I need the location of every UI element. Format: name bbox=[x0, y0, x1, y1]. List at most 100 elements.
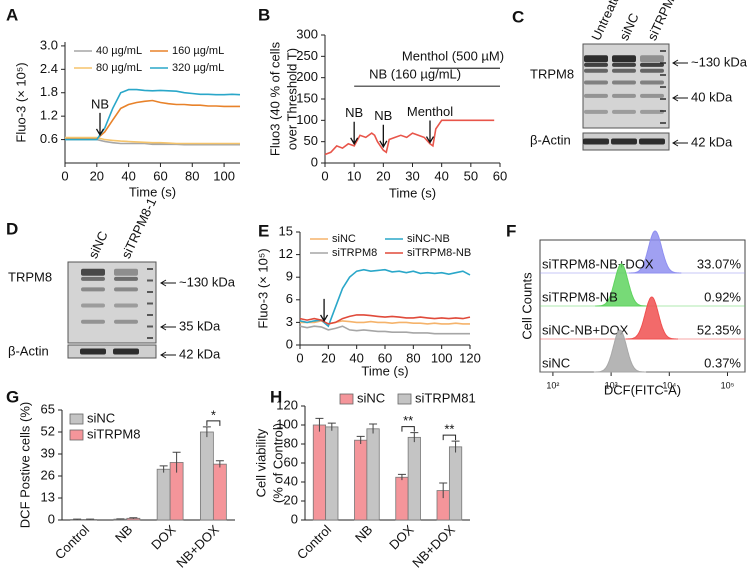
marker-label: ~130 kDa bbox=[179, 274, 236, 289]
error-bar bbox=[129, 517, 138, 519]
x-tick-label: 0 bbox=[61, 168, 68, 183]
y-tick-label: 40 bbox=[284, 473, 298, 488]
legend-label: siNC bbox=[332, 233, 356, 245]
error-bar bbox=[215, 460, 224, 468]
ladder-band bbox=[147, 268, 153, 270]
blot-band bbox=[640, 80, 664, 85]
x-tick-label: 100 bbox=[431, 350, 453, 365]
ladder-band bbox=[147, 325, 153, 328]
row-value: 0.37% bbox=[704, 355, 741, 370]
y-tick-label: 200 bbox=[296, 69, 318, 84]
marker-label: ~130 kDa bbox=[691, 54, 748, 69]
ladder-band bbox=[147, 337, 153, 339]
blot-band bbox=[584, 109, 608, 114]
blot-band bbox=[612, 93, 636, 98]
x-tick-label: 80 bbox=[406, 350, 420, 365]
x-tick-label: 40 bbox=[349, 350, 363, 365]
y-axis-label: over Threshold T) bbox=[284, 48, 299, 150]
ladder-band bbox=[147, 314, 153, 316]
panel-label: F bbox=[506, 221, 516, 240]
x-axis-label: Time (s) bbox=[389, 185, 436, 200]
x-tick-label: 40 bbox=[434, 168, 448, 183]
legend-swatch bbox=[69, 429, 84, 441]
y-tick-label: 0 bbox=[286, 336, 293, 351]
y-axis-label: Fluo3 (40 % of cells bbox=[267, 41, 282, 156]
ladder-band bbox=[660, 50, 666, 52]
histogram bbox=[595, 263, 648, 307]
bar bbox=[312, 424, 327, 521]
row-label: siTRPM8-NB bbox=[542, 289, 618, 304]
arrow bbox=[320, 298, 329, 323]
error-bar bbox=[116, 518, 125, 520]
blot-band bbox=[113, 348, 139, 355]
marker-label: 42 kDa bbox=[179, 346, 221, 361]
x-tick-label: 20 bbox=[90, 168, 104, 183]
legend-swatch bbox=[69, 413, 84, 425]
error-bar bbox=[327, 422, 336, 431]
y-tick-label: 20 bbox=[284, 492, 298, 507]
blot-band bbox=[81, 303, 105, 308]
legend-label: siTRPM81 bbox=[415, 390, 476, 405]
marker-arrow bbox=[160, 351, 176, 359]
panel-label: C bbox=[512, 7, 524, 26]
annotation: NB bbox=[374, 108, 392, 123]
series-line bbox=[65, 88, 241, 141]
arrow bbox=[350, 121, 359, 146]
blot-band bbox=[81, 276, 105, 281]
legend-swatch bbox=[397, 393, 412, 405]
row-label: β-Actin bbox=[8, 343, 49, 358]
blot-band bbox=[80, 348, 106, 355]
significance-label: ** bbox=[444, 422, 454, 437]
lane-label: siTRPM8-1 bbox=[118, 195, 159, 260]
bar bbox=[366, 428, 380, 521]
significance-bracket bbox=[442, 434, 457, 441]
marker-arrow bbox=[160, 279, 176, 287]
legend-swatch bbox=[339, 393, 354, 405]
bar bbox=[325, 426, 339, 521]
error-bar bbox=[451, 440, 460, 453]
y-tick-label: 100 bbox=[296, 112, 318, 127]
y-tick-label: 50 bbox=[304, 133, 318, 148]
significance-label: * bbox=[211, 407, 216, 422]
blot-band bbox=[640, 55, 664, 63]
legend-label: siNC bbox=[87, 410, 115, 425]
y-tick-label: 0 bbox=[48, 511, 55, 526]
blot-band bbox=[114, 303, 138, 308]
arrow bbox=[425, 120, 435, 144]
x-tick-label: Control bbox=[52, 522, 92, 562]
marker-label: 42 kDa bbox=[691, 134, 733, 149]
error-bar bbox=[369, 423, 378, 434]
row-label: β-Actin bbox=[530, 132, 571, 147]
ladder-band bbox=[147, 279, 153, 282]
panel-label: A bbox=[6, 5, 18, 24]
lane-label: siTRPM8 bbox=[644, 0, 680, 43]
x-tick-label: 0 bbox=[321, 168, 328, 183]
x-tick-label: 10⁵ bbox=[721, 380, 735, 390]
y-tick-label: 250 bbox=[296, 48, 318, 63]
x-tick-label: 50 bbox=[464, 168, 478, 183]
row-value: 52.35% bbox=[697, 322, 742, 337]
x-tick-label: NB bbox=[112, 522, 135, 545]
legend-label: siNC bbox=[357, 390, 385, 405]
x-tick-label: NB+DOX bbox=[409, 522, 458, 571]
y-tick-label: 12 bbox=[279, 246, 293, 261]
blot-band bbox=[612, 55, 636, 63]
row-label: TRPM8 bbox=[8, 269, 52, 284]
blot-band bbox=[114, 319, 138, 324]
ladder-band bbox=[660, 62, 666, 64]
x-tick-label: 80 bbox=[185, 168, 199, 183]
legend-label: 160 µg/mL bbox=[172, 45, 224, 57]
y-axis-label: Fluo-3 (× 10⁵) bbox=[13, 62, 28, 142]
x-tick-label: DOX bbox=[386, 522, 417, 553]
lane-label: siNC bbox=[616, 11, 642, 43]
x-tick-label: 40 bbox=[121, 168, 135, 183]
y-tick-label: 13 bbox=[41, 489, 55, 504]
bar bbox=[354, 439, 368, 521]
x-tick-label: 120 bbox=[459, 350, 481, 365]
error-bar bbox=[86, 518, 95, 520]
arrow bbox=[379, 124, 388, 149]
blot-band bbox=[640, 93, 664, 98]
error-bar bbox=[159, 465, 168, 473]
row-label: siTRPM8-NB+DOX bbox=[542, 256, 654, 271]
